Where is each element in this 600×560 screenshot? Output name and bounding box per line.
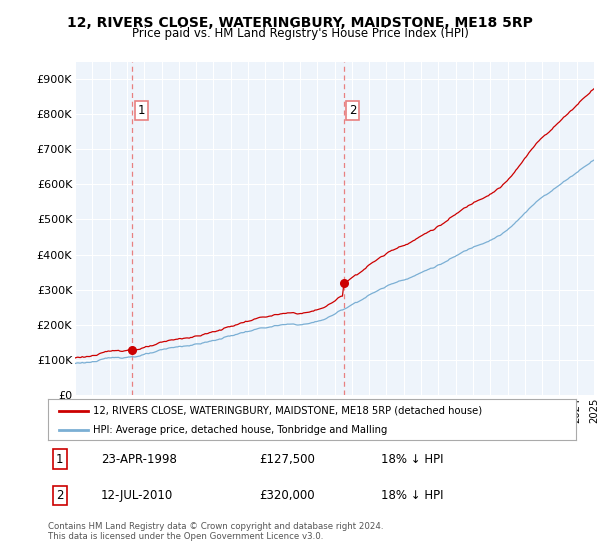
Text: 12-JUL-2010: 12-JUL-2010: [101, 489, 173, 502]
Text: 2: 2: [56, 489, 64, 502]
Text: 1: 1: [137, 104, 145, 117]
Text: 1: 1: [56, 452, 64, 465]
Text: Price paid vs. HM Land Registry's House Price Index (HPI): Price paid vs. HM Land Registry's House …: [131, 27, 469, 40]
Text: 12, RIVERS CLOSE, WATERINGBURY, MAIDSTONE, ME18 5RP: 12, RIVERS CLOSE, WATERINGBURY, MAIDSTON…: [67, 16, 533, 30]
Text: £320,000: £320,000: [259, 489, 315, 502]
Text: HPI: Average price, detached house, Tonbridge and Malling: HPI: Average price, detached house, Tonb…: [93, 424, 387, 435]
Text: 18% ↓ HPI: 18% ↓ HPI: [380, 452, 443, 465]
Text: 2: 2: [349, 104, 356, 117]
Text: 23-APR-1998: 23-APR-1998: [101, 452, 176, 465]
Text: 12, RIVERS CLOSE, WATERINGBURY, MAIDSTONE, ME18 5RP (detached house): 12, RIVERS CLOSE, WATERINGBURY, MAIDSTON…: [93, 405, 482, 416]
Text: £127,500: £127,500: [259, 452, 315, 465]
Text: Contains HM Land Registry data © Crown copyright and database right 2024.
This d: Contains HM Land Registry data © Crown c…: [48, 522, 383, 542]
Text: 18% ↓ HPI: 18% ↓ HPI: [380, 489, 443, 502]
